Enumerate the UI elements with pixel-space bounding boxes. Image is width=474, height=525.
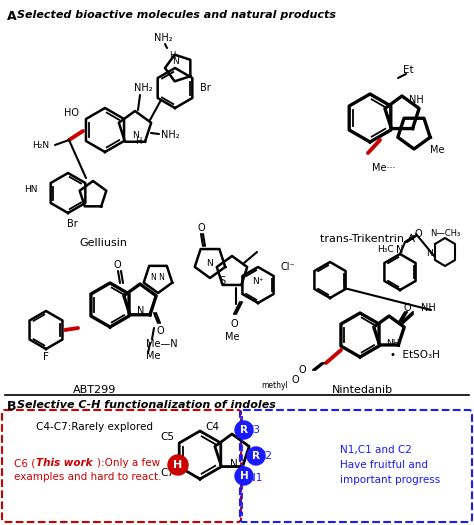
Circle shape <box>235 467 253 485</box>
Text: trans-Trikentrin A: trans-Trikentrin A <box>320 234 416 244</box>
Text: ):Only a few: ):Only a few <box>97 458 160 468</box>
Text: C5: C5 <box>160 432 174 442</box>
Text: NH₂: NH₂ <box>154 33 173 43</box>
Text: methyl: methyl <box>261 381 288 390</box>
Circle shape <box>247 447 265 465</box>
Circle shape <box>168 455 188 475</box>
Text: Me: Me <box>430 145 445 155</box>
Text: O: O <box>291 375 299 385</box>
Text: C2: C2 <box>258 451 272 461</box>
Text: H: H <box>169 51 175 60</box>
Text: NH₂: NH₂ <box>161 130 180 140</box>
Circle shape <box>235 421 253 439</box>
Text: Selective C-H functionalization of indoles: Selective C-H functionalization of indol… <box>17 400 276 410</box>
Text: A: A <box>7 10 17 23</box>
Text: O: O <box>197 223 205 233</box>
Text: C3: C3 <box>246 425 260 435</box>
Text: O: O <box>298 365 306 375</box>
Text: Me—N: Me—N <box>146 339 178 349</box>
Text: O: O <box>230 319 238 329</box>
Text: N1: N1 <box>248 473 263 483</box>
Text: N—CH₃: N—CH₃ <box>430 229 460 238</box>
Text: Br: Br <box>67 219 77 229</box>
Text: R: R <box>252 451 260 461</box>
Text: C6 (: C6 ( <box>14 458 35 468</box>
Text: Selected bioactive molecules and natural products: Selected bioactive molecules and natural… <box>17 10 336 20</box>
Text: Nintedanib: Nintedanib <box>331 385 392 395</box>
Text: N: N <box>426 249 433 258</box>
Text: N: N <box>230 459 238 469</box>
Text: N: N <box>137 306 145 316</box>
Text: HO: HO <box>64 108 79 118</box>
Text: Cl⁻: Cl⁻ <box>281 262 296 272</box>
Text: Gelliusin: Gelliusin <box>79 238 127 248</box>
Text: N: N <box>133 131 139 141</box>
Text: ABT299: ABT299 <box>73 385 117 395</box>
Text: F: F <box>43 352 49 362</box>
Text: NH: NH <box>386 339 400 348</box>
Text: O: O <box>414 229 422 239</box>
Text: H: H <box>173 460 182 470</box>
Text: O: O <box>113 260 121 270</box>
Text: N1,C1 and C2
Have fruitful and
important progress: N1,C1 and C2 Have fruitful and important… <box>340 445 440 485</box>
Text: N⁺: N⁺ <box>252 278 264 287</box>
Text: H: H <box>135 136 141 145</box>
Text: examples and hard to react.: examples and hard to react. <box>14 472 162 482</box>
Text: N: N <box>207 259 213 268</box>
Text: Me···: Me··· <box>372 163 396 173</box>
Text: S: S <box>219 276 225 286</box>
Text: •  EtSO₃H: • EtSO₃H <box>390 350 440 360</box>
Text: NH₂: NH₂ <box>134 83 152 93</box>
Text: Br: Br <box>200 83 211 93</box>
Text: O: O <box>403 303 411 313</box>
Text: N: N <box>396 245 404 255</box>
Text: HN: HN <box>25 185 38 194</box>
Text: NH: NH <box>409 95 423 105</box>
Text: C7: C7 <box>160 468 174 478</box>
Text: N: N <box>172 57 179 66</box>
Text: B: B <box>7 400 17 413</box>
Text: H₂N: H₂N <box>32 142 49 151</box>
Text: Me: Me <box>146 351 161 361</box>
Text: Me: Me <box>225 332 239 342</box>
Text: N N: N N <box>151 274 165 282</box>
Text: R: R <box>240 425 248 435</box>
Text: NH: NH <box>421 303 436 313</box>
Text: H: H <box>240 471 248 481</box>
Text: This work: This work <box>36 458 92 468</box>
Text: Et: Et <box>403 65 413 75</box>
Text: H₃C: H₃C <box>377 246 394 255</box>
Text: O: O <box>156 326 164 336</box>
Text: C4: C4 <box>205 422 219 432</box>
Text: C4-C7:Rarely explored: C4-C7:Rarely explored <box>36 422 154 432</box>
